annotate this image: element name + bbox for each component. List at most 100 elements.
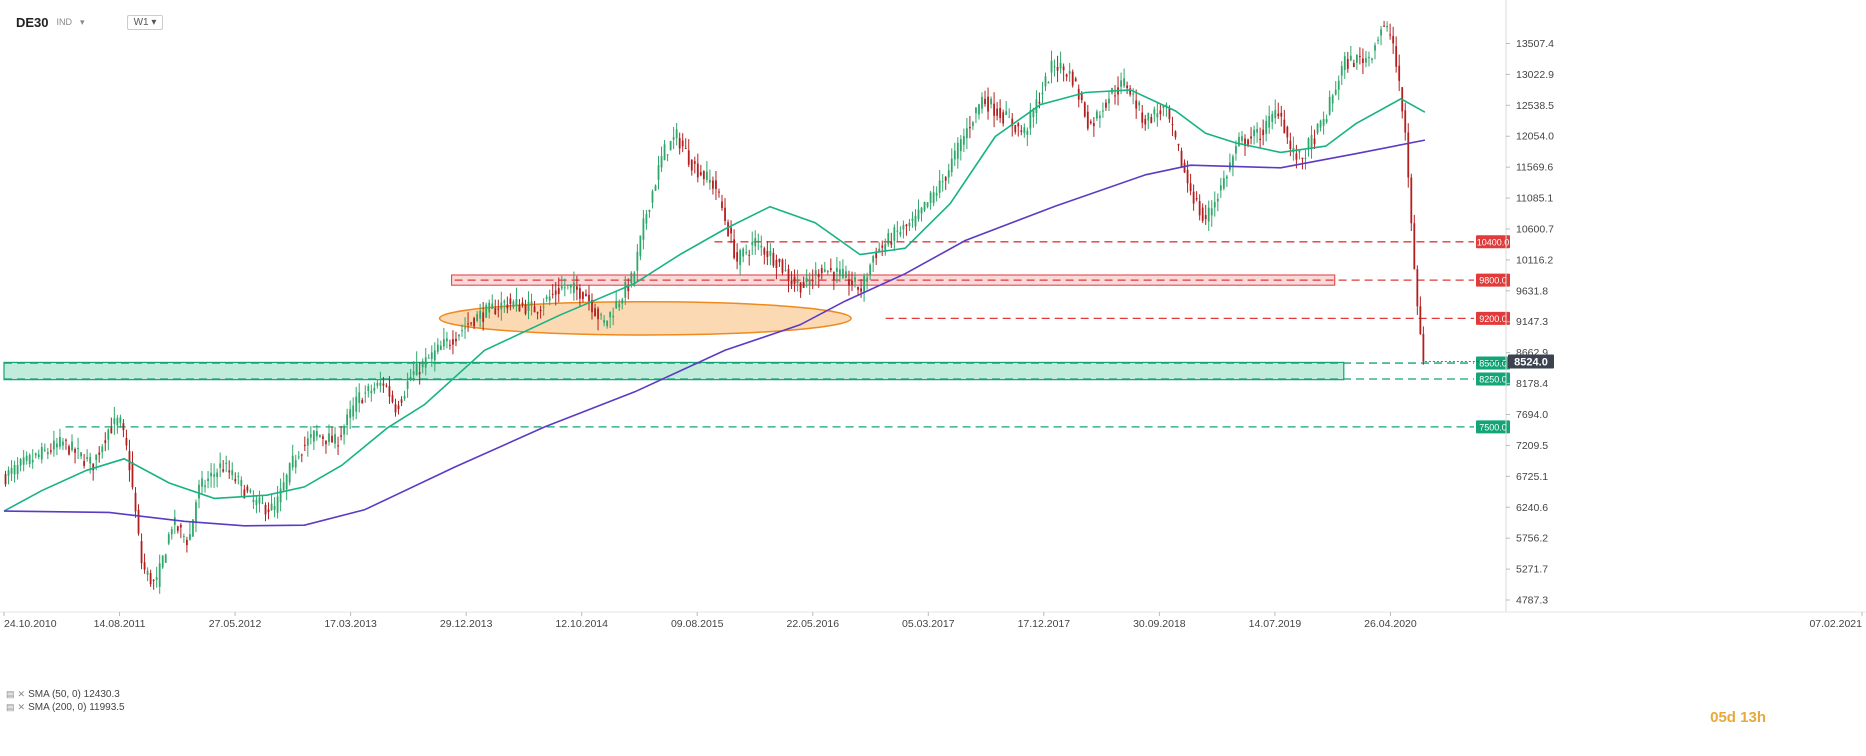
candle-body [1144,118,1147,125]
candle-body [781,259,784,273]
candle-body [92,463,95,471]
candle-body [1168,108,1171,120]
candle-body [116,417,119,426]
candle-body [881,245,884,248]
candle-body [325,440,327,445]
candle-body [1056,67,1059,71]
candle-body [769,250,772,256]
candle-body [563,287,566,289]
candle-body [201,478,203,487]
candle-body [1102,110,1104,112]
candle-body [1099,115,1101,119]
candle-body [1032,108,1035,118]
candle-body [908,222,911,227]
sma200-remove-icon[interactable]: ✕ [17,702,26,712]
candle-body [1355,54,1358,63]
candle-body [255,499,258,505]
candle-body [291,455,294,468]
sma50-remove-icon[interactable]: ✕ [17,689,26,699]
candle-body [77,447,79,449]
candle-body [1244,138,1246,146]
candle-body [630,272,633,284]
candle-body [1002,112,1005,124]
candle-body [1331,95,1334,104]
candle-body [204,485,206,487]
candle-body [1307,138,1310,150]
candle-body [104,440,107,443]
candle-body [872,256,875,263]
candle-body [228,470,231,473]
candle-body [31,459,34,463]
candle-body [1186,169,1189,184]
candle-body [173,517,176,525]
candle-body [959,139,962,152]
time-tick-label: 22.05.2016 [786,618,839,630]
candle-body [346,414,349,426]
candle-body [312,430,315,442]
candle-body [848,279,850,286]
sma50-settings-icon[interactable]: ▤ [6,689,15,699]
candle-body [890,241,893,245]
candle-body [19,459,22,466]
candle-body [349,409,352,418]
time-tick-label: 30.09.2018 [1133,618,1186,630]
level-badge [1476,356,1510,370]
candle-body [739,250,742,265]
candle-body [869,264,872,276]
candle-body [875,252,878,259]
candle-body [702,171,705,180]
candle-body [712,180,714,189]
price-tick-label: 11569.6 [1516,162,1553,174]
candle-body [1059,62,1062,69]
candle-body [796,280,799,284]
candle-body [1349,55,1352,61]
symbol-dropdown-chevron-icon[interactable]: ▾ [80,16,85,27]
candle-body [476,314,479,321]
candle-body [1008,116,1011,118]
candle-body [83,461,86,466]
candle-body [1232,156,1234,167]
candle-body [911,218,914,222]
candle-body [192,519,194,537]
candle-body [1095,111,1098,119]
candle-body [1259,138,1262,140]
candle-body [1280,112,1283,117]
sma200-settings-icon[interactable]: ▤ [6,702,15,712]
candle-body [497,308,500,310]
candle-body [1268,115,1271,128]
candle-body [672,137,675,140]
candle-body [736,252,739,262]
candle-body [926,202,929,207]
candle-body [1298,149,1301,153]
price-tick-label: 12054.0 [1516,131,1554,143]
candle-body [854,277,856,282]
candle-body [436,344,439,352]
candle-body [506,304,509,309]
price-tick-label: 10116.2 [1516,254,1553,266]
candle-body [46,452,49,455]
candle-body [709,179,711,183]
timeframe-value: W1 [133,16,149,28]
symbol-name[interactable]: DE30 [16,14,49,30]
candle-body [1334,89,1337,95]
candle-body [74,449,76,453]
candle-body [860,288,862,292]
candle-body [1180,150,1183,168]
candle-body [1159,110,1162,115]
price-tick-label: 9631.8 [1516,285,1548,297]
candle-body [648,209,651,212]
price-tick-label: 5271.7 [1516,564,1548,576]
candle-body [331,435,333,443]
candle-body [68,446,70,455]
candle-body [905,224,908,227]
candle-body [1020,130,1023,132]
candle-body [89,457,92,464]
timeframe-select[interactable]: W1 ▾ [126,14,164,30]
price-tick-label: 4787.3 [1516,595,1548,607]
candle-body [243,489,246,499]
candle-body [439,345,442,350]
candle-body [397,405,400,410]
candle-body [920,207,923,214]
candle-body [842,269,844,278]
